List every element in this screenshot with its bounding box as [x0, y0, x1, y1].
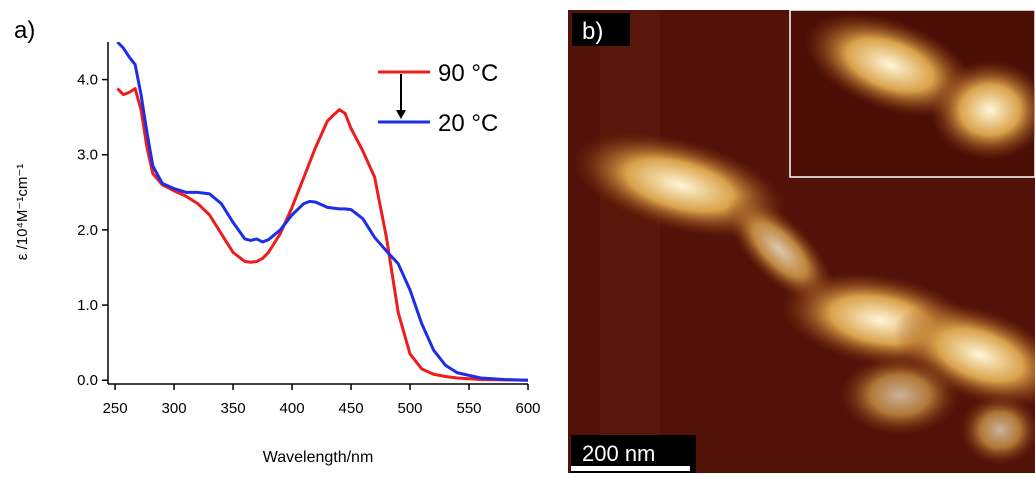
x-tick-label: 550 — [456, 400, 481, 417]
y-tick-label: 3.0 — [77, 147, 98, 164]
x-tick-label: 350 — [221, 400, 246, 417]
afm-feature — [930, 60, 1035, 160]
label-background — [572, 13, 630, 46]
afm-feature — [840, 355, 960, 435]
series-group — [116, 42, 528, 382]
plot: 0.0 1.0 2.0 3.0 4.0 250 300 350 400 450 500 550 600 — [77, 42, 541, 417]
x-tick-label: 400 — [280, 400, 305, 417]
x-tick-label: 600 — [515, 400, 540, 417]
x-tick-label: 500 — [398, 400, 423, 417]
x-tick-label: 250 — [103, 400, 128, 417]
afm-image: b) 200 nm — [568, 9, 1035, 473]
afm-feature — [726, 196, 834, 304]
y-tick-label: 4.0 — [77, 72, 98, 89]
x-tick-label: 450 — [339, 400, 364, 417]
legend: 90 °C 20 °C — [378, 60, 498, 137]
legend-arrowhead — [396, 110, 406, 119]
y-tick-label: 0.0 — [77, 372, 98, 389]
y-tick-label: 2.0 — [77, 222, 98, 239]
x-axis-label: Wavelength/nm — [263, 449, 374, 466]
y-axis-label: ε /10⁴M⁻¹cm⁻¹ — [14, 164, 31, 260]
legend-label: 20 °C — [438, 110, 498, 137]
panel-label: b) — [582, 18, 603, 45]
scale-bar — [571, 466, 690, 471]
afm-texture — [600, 10, 660, 473]
panel-label: a) — [14, 17, 35, 44]
afm-feature — [960, 395, 1035, 465]
series-line — [116, 42, 528, 382]
legend-label: 90 °C — [438, 60, 498, 87]
x-tick-label: 300 — [162, 400, 187, 417]
scale-bar-label: 200 nm — [582, 441, 655, 466]
afm-feature — [804, 12, 976, 118]
y-tick-label: 1.0 — [77, 297, 98, 314]
